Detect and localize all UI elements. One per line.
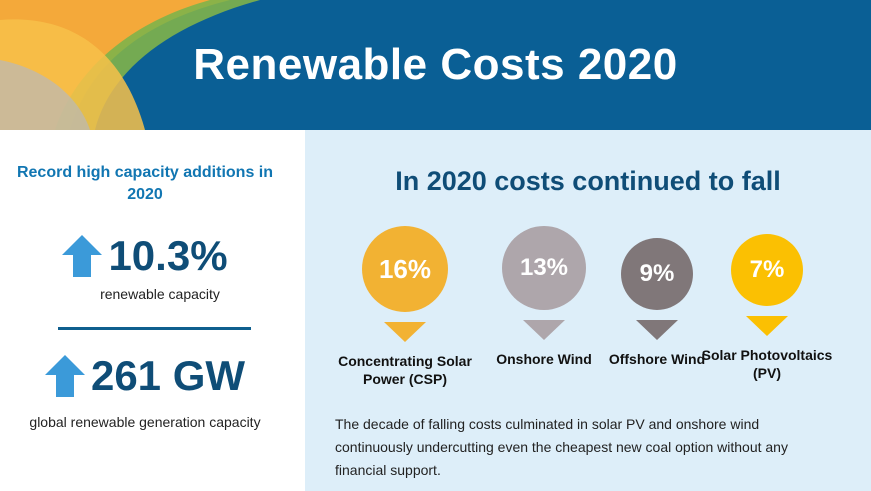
pin-label: Offshore Wind (608, 351, 706, 367)
up-arrow-icon (44, 355, 85, 397)
pin-label: Concentrating Solar Power (CSP) (338, 353, 472, 387)
header-swoosh-decoration (0, 0, 260, 130)
stat-value: 10.3% (108, 232, 228, 279)
pin-pointer (636, 320, 678, 340)
pin-onshore-wind: 13% Onshore Wind (484, 226, 604, 368)
cost-panel: In 2020 costs continued to fall 16% Conc… (305, 130, 871, 491)
pin-circle: 16% (362, 226, 448, 312)
pin-label: Onshore Wind (496, 351, 592, 367)
summary-text: The decade of falling costs culminated i… (335, 416, 788, 478)
pin-solar-pv: 7% Solar Photovoltaics (PV) (702, 226, 832, 382)
divider (58, 327, 251, 330)
stat-caption: global renewable generation capacity (29, 414, 261, 430)
stat-generation-capacity: 261 GW global renewable generation capac… (0, 352, 290, 430)
stat-caption: renewable capacity (100, 286, 220, 302)
pin-csp: 16% Concentrating Solar Power (CSP) (338, 226, 472, 388)
pin-pointer (746, 316, 788, 336)
pin-circle: 13% (502, 226, 586, 310)
pin-circle: 7% (731, 234, 803, 306)
pin-pointer (384, 322, 426, 342)
capacity-kicker: Record high capacity additions in 2020 (16, 164, 274, 203)
stat-value: 261 GW (90, 352, 246, 399)
pin-offshore-wind: 9% Offshore Wind (597, 226, 717, 368)
cost-panel-title: In 2020 costs continued to fall (395, 166, 781, 196)
capacity-panel: Record high capacity additions in 2020 1… (0, 130, 305, 491)
pin-label: Solar Photovoltaics (PV) (701, 347, 833, 381)
stat-renewable-capacity: 10.3% renewable capacity (0, 232, 290, 302)
page-title: Renewable Costs 2020 (193, 40, 678, 89)
pin-circle: 9% (621, 238, 693, 310)
header-banner: Renewable Costs 2020 (0, 0, 871, 130)
pin-pointer (523, 320, 565, 340)
up-arrow-icon (62, 235, 103, 277)
